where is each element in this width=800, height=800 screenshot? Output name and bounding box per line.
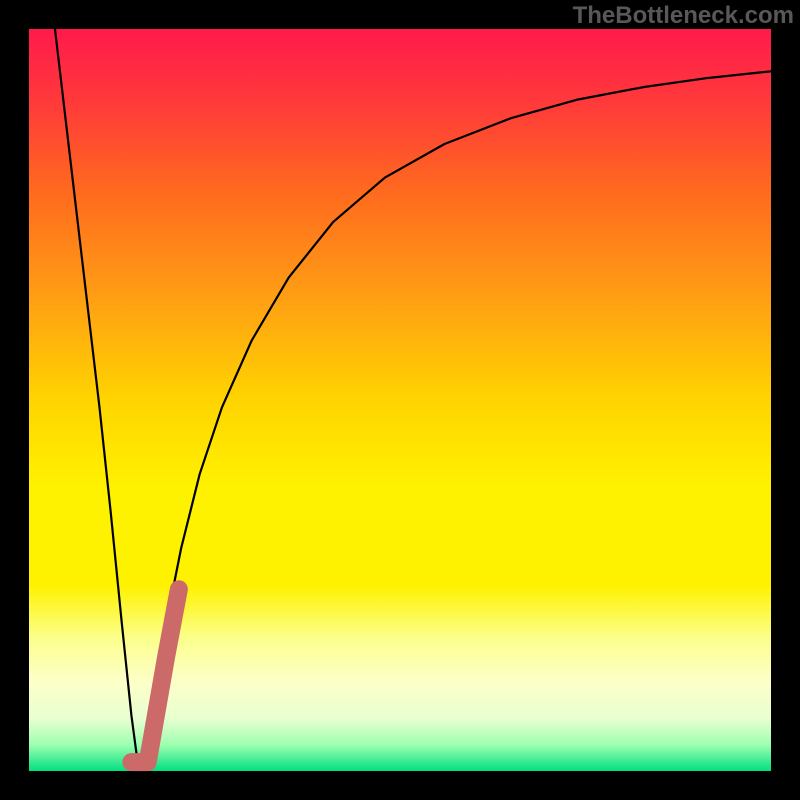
- watermark-text: TheBottleneck.com: [573, 2, 794, 30]
- chart-container: TheBottleneck.com: [0, 0, 800, 800]
- chart-background: [29, 29, 771, 771]
- bottleneck-chart: [0, 0, 800, 800]
